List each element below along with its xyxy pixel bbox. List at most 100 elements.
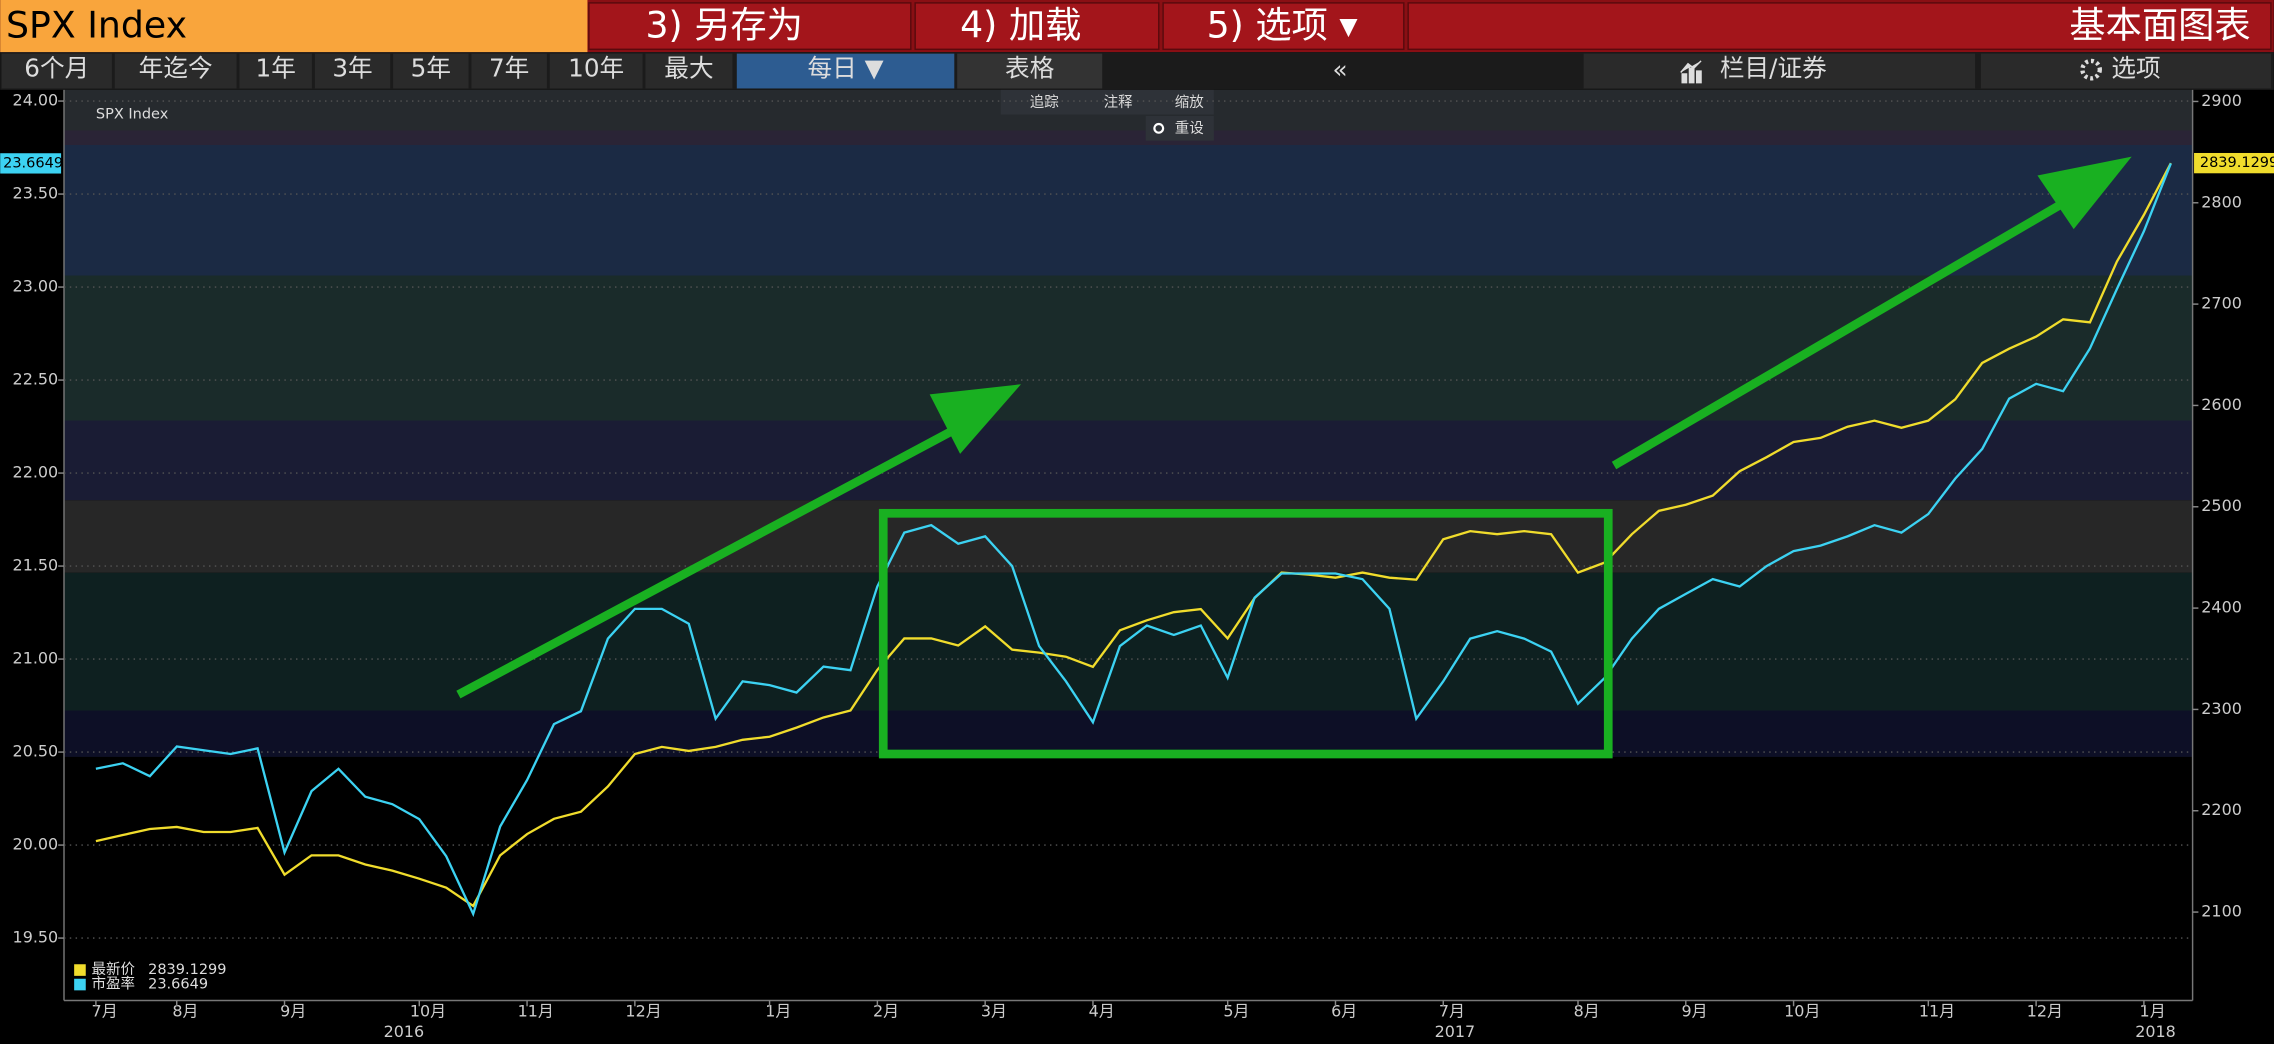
- x-tick-label: 1月: [2140, 1002, 2166, 1021]
- x-tick-label: 10月: [1784, 1002, 1820, 1021]
- band: [64, 145, 2193, 276]
- annotations: [456, 184, 2091, 759]
- reset-bg: [1145, 116, 1214, 141]
- x-tick-label: 10月: [410, 1002, 446, 1021]
- x-tick-label: 9月: [1681, 1002, 1707, 1021]
- x-tick-label: 8月: [1574, 1002, 1600, 1021]
- y2-tick-label: 2900: [2201, 91, 2242, 110]
- y2-tick-label: 2600: [2201, 395, 2242, 414]
- ticker-box: [0, 0, 588, 53]
- range-bg[interactable]: [393, 53, 469, 89]
- ticker: SPX Index: [6, 4, 187, 47]
- table-button[interactable]: 表格: [1005, 54, 1055, 83]
- series-line: [95, 162, 2172, 918]
- y-tick-label: 23.50: [13, 184, 59, 203]
- series-line: [95, 162, 2172, 908]
- tool-track[interactable]: 追踪: [1030, 94, 1059, 111]
- range-bg[interactable]: [1, 53, 112, 89]
- y2-tick-label: 2500: [2201, 496, 2242, 515]
- range-bg[interactable]: [314, 53, 391, 89]
- band: [64, 710, 2193, 757]
- range-bg[interactable]: [549, 53, 643, 89]
- range-button[interactable]: 6个月: [24, 54, 89, 83]
- collapse-button[interactable]: «: [1332, 55, 1347, 84]
- reset-icon: [1153, 122, 1165, 134]
- tool-zoom[interactable]: 缩放: [1175, 94, 1204, 111]
- frequency[interactable]: 每日 ▼: [808, 54, 884, 83]
- range-buttons: 6个月 年迄今 1年 3年 5年 7年 10年 最大: [1, 53, 733, 89]
- table-bg[interactable]: [957, 53, 1103, 89]
- range-bg[interactable]: [645, 53, 733, 89]
- range-button[interactable]: 年迄今: [139, 54, 213, 83]
- frequency-bg[interactable]: [736, 53, 955, 89]
- band: [64, 130, 2193, 145]
- x-tick-label: 11月: [1919, 1002, 1955, 1021]
- button-bg[interactable]: [1162, 2, 1405, 51]
- band: [64, 275, 2193, 421]
- range-button[interactable]: 10年: [568, 54, 624, 83]
- y2-tick-label: 2700: [2201, 294, 2242, 313]
- tools-bg: [1000, 89, 1214, 115]
- y-tick-label: 20.00: [13, 835, 59, 854]
- columns-bg[interactable]: [1583, 53, 1976, 89]
- y-tick-label: 21.00: [13, 649, 59, 668]
- options[interactable]: 5) 选项 ▾: [1207, 4, 1359, 47]
- button-bg[interactable]: [588, 2, 912, 51]
- x-tick-label: 4月: [1089, 1002, 1115, 1021]
- options-button[interactable]: 选项: [2111, 54, 2160, 83]
- legend-value: 2839.1299: [148, 962, 226, 978]
- legend-swatch: [74, 978, 86, 991]
- arrow-shaft: [456, 416, 974, 699]
- legend-label: 最新价: [92, 961, 136, 978]
- arrow-head: [2037, 156, 2132, 230]
- button-bg[interactable]: [914, 2, 1160, 51]
- x-tick-label: 12月: [625, 1002, 661, 1021]
- columns-icon: [1680, 60, 1702, 84]
- x-tick-label: 5月: [1223, 1002, 1249, 1021]
- y2-tick-label: 2800: [2201, 192, 2242, 211]
- range-button[interactable]: 最大: [664, 54, 713, 83]
- year-label: 2017: [1435, 1022, 1476, 1041]
- value-flag-label: 23.6649: [3, 155, 63, 171]
- y2-tick-label: 2200: [2201, 800, 2242, 819]
- y-tick-label: 19.50: [13, 928, 59, 947]
- y2-tick-label: 2100: [2201, 902, 2242, 921]
- options-bg[interactable]: [1980, 53, 2271, 89]
- y-tick-label: 21.50: [13, 556, 59, 575]
- x-tick-label: 12月: [2027, 1002, 2063, 1021]
- value-flag: [0, 153, 62, 174]
- value-flag-label: 2839.1299: [2200, 155, 2274, 171]
- range-bg[interactable]: [114, 53, 237, 89]
- y-tick-label: 24.00: [13, 91, 59, 110]
- columns-button[interactable]: 栏目/证券: [1720, 54, 1827, 83]
- value-flag: [2194, 152, 2274, 174]
- range-bg[interactable]: [471, 53, 547, 89]
- highlight-box: [878, 508, 1613, 759]
- gear-icon: [2080, 58, 2102, 81]
- toolbar-buttons: 3) 另存为 4) 加载 5) 选项 ▾ 基本面图表: [588, 2, 2272, 51]
- band: [64, 420, 2193, 501]
- range-button[interactable]: 3年: [332, 54, 372, 83]
- save-as[interactable]: 3) 另存为: [645, 4, 802, 47]
- tool-annotate[interactable]: 注释: [1104, 94, 1133, 111]
- button-bg[interactable]: [1407, 2, 2272, 51]
- load[interactable]: 4) 加载: [960, 4, 1081, 47]
- tool-reset[interactable]: 重设: [1175, 120, 1204, 137]
- x-tick-label: 9月: [280, 1002, 306, 1021]
- y-tick-label: 22.00: [13, 463, 59, 482]
- range-button[interactable]: 1年: [256, 54, 296, 83]
- year-label: 2018: [2135, 1022, 2176, 1041]
- range-button[interactable]: 7年: [489, 54, 529, 83]
- x-tick-label: 8月: [172, 1002, 198, 1021]
- chart-title: SPX Index: [96, 107, 169, 123]
- legend-swatch: [74, 964, 86, 976]
- range-button[interactable]: 5年: [411, 54, 451, 83]
- arrow-shaft: [1611, 184, 2091, 470]
- x-tick-label: 1月: [765, 1002, 791, 1021]
- x-tick-label: 7月: [92, 1002, 118, 1021]
- page-title: 基本面图表: [2069, 4, 2250, 47]
- range-bg[interactable]: [239, 53, 312, 89]
- y2-tick-label: 2300: [2201, 699, 2242, 718]
- x-tick-label: 7月: [1439, 1002, 1465, 1021]
